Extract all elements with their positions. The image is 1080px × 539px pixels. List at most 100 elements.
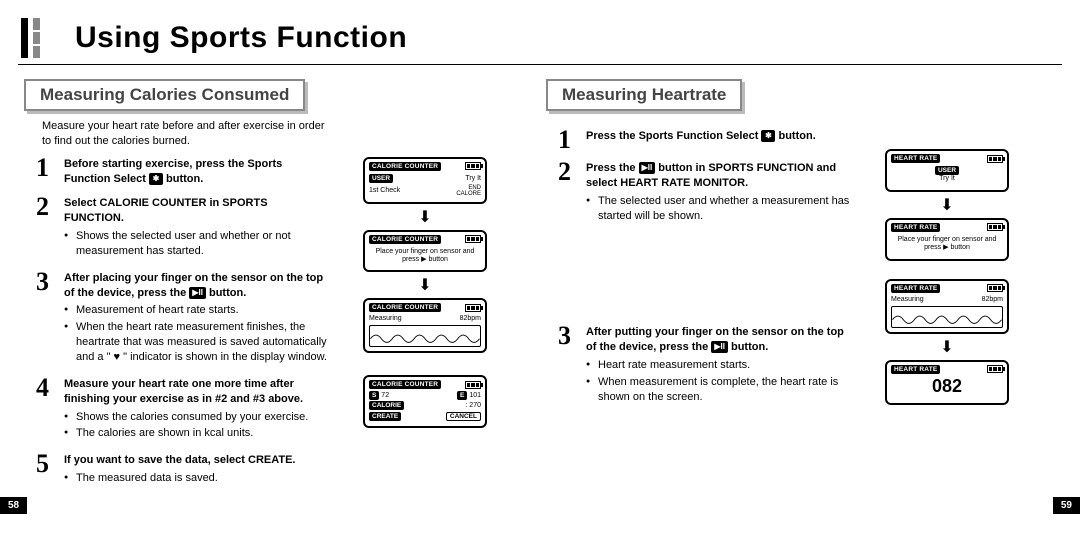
play-pause-icon: ▶II xyxy=(639,162,656,174)
bullet: The calories are shown in kcal units. xyxy=(64,426,328,441)
arrow-down-icon: ⬇ xyxy=(940,340,953,356)
page-title: Using Sports Function xyxy=(75,21,407,55)
figures-column: CALORIE COUNTER USER Try It 1st Check END … xyxy=(340,157,510,498)
arrow-down-icon: ⬇ xyxy=(418,278,431,294)
battery-icon xyxy=(987,365,1003,373)
lcd-heart-1: HEART RATE USERTry It xyxy=(885,149,1009,192)
step-number: 5 xyxy=(36,453,56,488)
bullet: Shows the calories consumed by your exer… xyxy=(64,410,328,425)
battery-icon xyxy=(465,381,481,389)
measuring-text: Measuring xyxy=(891,296,924,303)
s-value: 72 xyxy=(381,392,389,399)
step-head: After putting your finger on the sensor … xyxy=(586,326,844,353)
sports-button-icon: ✱ xyxy=(761,130,775,142)
step-5: 5 If you want to save the data, select C… xyxy=(36,453,328,488)
left-page: Measuring Calories Consumed Measure your… xyxy=(18,75,540,498)
step-head: Press the Sports Function Select ✱ butto… xyxy=(586,130,816,142)
heartrate-wave xyxy=(891,306,1003,328)
user-pill: USER xyxy=(935,166,959,175)
step-number: 2 xyxy=(36,196,56,260)
calorie-value: : 270 xyxy=(465,402,481,409)
battery-icon xyxy=(465,304,481,312)
bullet: Heart rate measurement starts. xyxy=(586,358,850,373)
battery-icon xyxy=(987,223,1003,231)
bpm-text: 82bpm xyxy=(460,315,481,322)
step-head: If you want to save the data, select CRE… xyxy=(64,453,328,468)
intro-text: Measure your heart rate before and after… xyxy=(42,119,332,149)
bullet: The selected user and whether a measurem… xyxy=(586,194,850,224)
heartrate-wave xyxy=(369,325,481,347)
user-pill: USER xyxy=(369,174,393,183)
bullet: Shows the selected user and whether or n… xyxy=(64,229,328,259)
step-2: 2 Select CALORIE COUNTER in SPORTS FUNCT… xyxy=(36,196,328,260)
place-finger-text: Place your finger on sensor and press ▶ … xyxy=(369,246,481,267)
bullet: The measured data is saved. xyxy=(64,471,328,486)
battery-icon xyxy=(987,155,1003,163)
step-number: 1 xyxy=(36,157,56,187)
bullet: Measurement of heart rate starts. xyxy=(64,303,328,318)
right-page: Measuring Heartrate 1 Press the Sports F… xyxy=(540,75,1062,498)
bullet: When measurement is complete, the heart … xyxy=(586,375,850,405)
sports-button-icon: ✱ xyxy=(149,173,163,185)
step-number: 2 xyxy=(558,161,578,225)
s-label: S xyxy=(369,391,379,400)
bpm-text: 82bpm xyxy=(982,296,1003,303)
step-3: 3 After placing your finger on the senso… xyxy=(36,271,328,367)
lcd-calorie-4: CALORIE COUNTER S 72 E 101 CALORIE : 270 C… xyxy=(363,375,487,428)
steps-column: 1 Press the Sports Function Select ✱ but… xyxy=(540,129,850,417)
step-head: Press the ▶II button in SPORTS FUNCTION … xyxy=(586,162,836,189)
section-header-calories: Measuring Calories Consumed xyxy=(24,79,305,111)
calorie-label: CALORIE xyxy=(369,401,404,410)
step-1: 1 Before starting exercise, press the Sp… xyxy=(36,157,328,187)
heartrate-result: 082 xyxy=(891,376,1003,397)
step-head: After placing your finger on the sensor … xyxy=(64,272,323,299)
lcd-label: HEART RATE xyxy=(891,223,940,232)
lcd-heart-4: HEART RATE 082 xyxy=(885,360,1009,405)
step-number: 3 xyxy=(558,325,578,406)
lcd-label: CALORIE COUNTER xyxy=(369,235,441,244)
lcd-label: HEART RATE xyxy=(891,365,940,374)
play-pause-icon: ▶II xyxy=(189,287,206,299)
measuring-text: Measuring xyxy=(369,315,402,322)
lcd-heart-3: HEART RATE Measuring 82bpm xyxy=(885,279,1009,334)
e-label: E xyxy=(457,391,467,400)
step-1: 1 Press the Sports Function Select ✱ but… xyxy=(558,129,850,151)
lcd-calorie-3: CALORIE COUNTER Measuring 82bpm xyxy=(363,298,487,353)
try-it-text: Try It xyxy=(939,175,955,182)
step-2: 2 Press the ▶II button in SPORTS FUNCTIO… xyxy=(558,161,850,225)
cancel-button: CANCEL xyxy=(446,412,481,421)
page-number-right: 59 xyxy=(1053,497,1080,514)
battery-icon xyxy=(465,235,481,243)
step-head: Before starting exercise, press the Spor… xyxy=(64,158,282,185)
create-button: CREATE xyxy=(369,412,401,421)
page-number-left: 58 xyxy=(0,497,27,514)
lcd-calorie-1: CALORIE COUNTER USER Try It 1st Check END … xyxy=(363,157,487,204)
figures-column: HEART RATE USERTry It ⬇ HEART RATE Place… xyxy=(862,129,1032,417)
lcd-label: HEART RATE xyxy=(891,284,940,293)
try-it-text: Try It xyxy=(465,175,481,182)
lcd-label: HEART RATE xyxy=(891,154,940,163)
title-decoration xyxy=(15,18,55,58)
title-rule xyxy=(18,64,1062,65)
bullet: When the heart rate measurement finishes… xyxy=(64,320,328,365)
steps-column: 1 Before starting exercise, press the Sp… xyxy=(18,157,328,498)
battery-icon xyxy=(465,162,481,170)
step-number: 3 xyxy=(36,271,56,367)
step-3: 3 After putting your finger on the senso… xyxy=(558,325,850,406)
e-value: 101 xyxy=(469,392,481,399)
battery-icon xyxy=(987,284,1003,292)
end-calorie-icon: END CALORE xyxy=(456,185,481,197)
step-4: 4 Measure your heart rate one more time … xyxy=(36,377,328,443)
place-finger-text: Place your finger on sensor and press ▶ … xyxy=(891,234,1003,255)
lcd-label: CALORIE COUNTER xyxy=(369,380,441,389)
first-check-text: 1st Check xyxy=(369,187,400,194)
step-head: Measure your heart rate one more time af… xyxy=(64,377,328,407)
step-head: Select CALORIE COUNTER in SPORTS FUNCTIO… xyxy=(64,196,328,226)
lcd-label: CALORIE COUNTER xyxy=(369,303,441,312)
step-number: 4 xyxy=(36,377,56,443)
lcd-heart-2: HEART RATE Place your finger on sensor a… xyxy=(885,218,1009,261)
lcd-label: CALORIE COUNTER xyxy=(369,162,441,171)
step-number: 1 xyxy=(558,129,578,151)
play-pause-icon: ▶II xyxy=(711,341,728,353)
section-header-heartrate: Measuring Heartrate xyxy=(546,79,742,111)
